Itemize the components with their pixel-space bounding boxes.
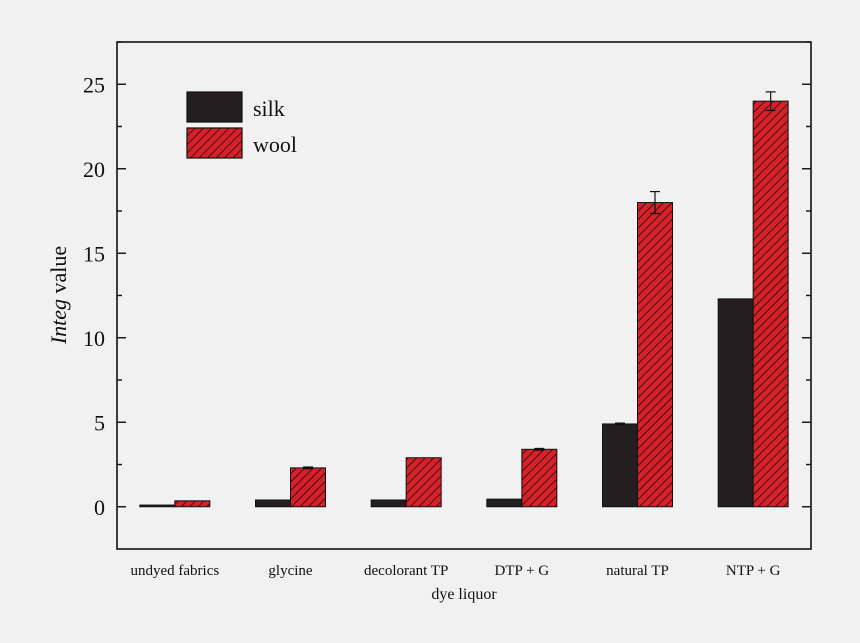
- x-tick-label: decolorant TP: [364, 563, 448, 579]
- bar-silk: [255, 499, 291, 508]
- y-axis-title: Integ value: [46, 246, 71, 345]
- bar-wool: [521, 448, 558, 508]
- x-tick-label: DTP + G: [495, 563, 550, 579]
- y-tick-label: 5: [94, 410, 105, 435]
- legend-swatch-wool: [186, 127, 243, 159]
- bar-wool: [752, 100, 789, 508]
- x-tick-label: glycine: [268, 563, 312, 579]
- bar-wool: [405, 457, 442, 508]
- legend-label-wool: wool: [253, 132, 297, 157]
- bar-wool: [174, 500, 211, 508]
- y-axis: 0 5 10 15 20 25: [83, 41, 811, 520]
- x-tick-label: NTP + G: [726, 563, 781, 579]
- x-tick-label: undyed fabrics: [130, 563, 219, 579]
- legend-swatch-silk: [186, 91, 243, 123]
- y-tick-label: 20: [83, 157, 105, 182]
- y-tick-label: 15: [83, 241, 105, 266]
- bar-wool: [290, 467, 326, 508]
- legend-label-silk: silk: [253, 96, 285, 121]
- x-tick-label: natural TP: [606, 563, 669, 579]
- bar-silk: [602, 423, 638, 508]
- x-axis-title: dye liquor: [431, 586, 497, 603]
- x-axis: undyed fabrics glycine decolorant TP DTP + …: [130, 563, 780, 579]
- bars-group: [139, 91, 789, 508]
- y-tick-label: 0: [94, 495, 105, 520]
- y-tick-label: 10: [83, 326, 105, 351]
- bar-silk: [370, 499, 407, 508]
- bar-silk: [486, 498, 523, 508]
- bar-wool: [637, 202, 673, 508]
- y-tick-label: 25: [83, 72, 105, 97]
- bar-silk: [139, 504, 176, 508]
- bar-silk: [717, 298, 754, 508]
- legend: silk wool: [186, 91, 297, 159]
